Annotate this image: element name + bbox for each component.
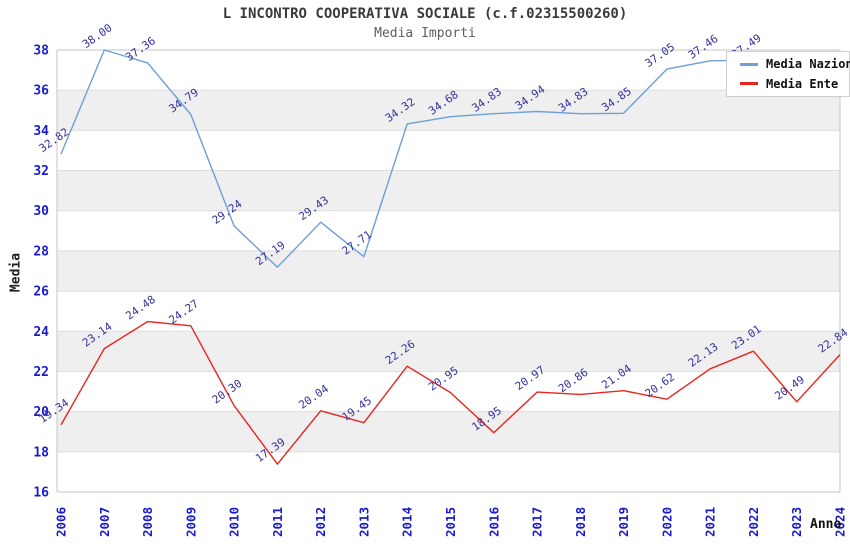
x-tick-label: 2010 [227, 507, 242, 537]
point-value-label: 37.46 [686, 32, 721, 62]
y-tick-label: 20 [33, 405, 49, 420]
x-tick-label: 2019 [616, 507, 631, 537]
point-value-label: 37.05 [643, 40, 678, 70]
point-value-label: 38.00 [80, 21, 115, 51]
y-tick-label: 36 [33, 84, 49, 99]
x-tick-label: 2013 [356, 507, 371, 537]
y-tick-label: 32 [33, 164, 49, 179]
plot-band [57, 170, 840, 211]
y-tick-label: 34 [33, 124, 49, 139]
y-axis-title: Media [8, 252, 24, 293]
x-tick-label: 2023 [789, 507, 804, 537]
y-tick-label: 30 [33, 204, 49, 219]
chart-subtitle: Media Importi [374, 26, 476, 41]
y-tick-label: 18 [33, 445, 49, 460]
y-tick-label: 38 [33, 44, 49, 59]
point-value-label: 20.49 [772, 373, 807, 403]
legend-item-ente: Media Ente [727, 77, 849, 91]
chart-title: L INCONTRO COOPERATIVA SOCIALE (c.f.0231… [222, 6, 628, 22]
y-tick-label: 26 [33, 285, 49, 300]
x-tick-label: 2012 [313, 507, 328, 537]
x-tick-label: 2024 [833, 507, 848, 537]
x-tick-label: 2009 [183, 507, 198, 537]
y-tick-label: 28 [33, 244, 49, 259]
x-tick-label: 2021 [703, 507, 718, 537]
x-tick-label: 2017 [530, 507, 545, 537]
x-tick-label: 2015 [443, 507, 458, 537]
legend-item-nazionale: Media Nazionale [727, 57, 850, 72]
x-tick-label: 2014 [400, 507, 415, 537]
ente-series-line [60, 320, 841, 465]
x-tick-label: 2022 [746, 507, 761, 537]
x-tick-label: 2008 [140, 507, 155, 537]
plot-band [57, 250, 840, 292]
x-tick-label: 2006 [54, 507, 69, 537]
nazionale-series-line [60, 49, 754, 268]
x-axis-title: Anno [810, 517, 842, 532]
y-tick-label: 22 [33, 365, 49, 380]
ente-line-swatch [740, 82, 758, 86]
plot-band [57, 331, 840, 372]
x-tick-label: 2011 [270, 507, 285, 537]
nazionale-line-swatch [740, 62, 758, 66]
point-value-label: 24.27 [166, 297, 201, 327]
legend-label-nazionale: Media Nazionale [766, 57, 850, 72]
point-value-label: 37.36 [123, 34, 158, 64]
legend-box: Media Nazionale Media Ente [726, 51, 850, 97]
x-tick-label: 2020 [659, 507, 674, 537]
x-tick-label: 2007 [97, 507, 112, 537]
point-value-label: 24.48 [123, 293, 158, 323]
y-tick-label: 16 [33, 486, 49, 501]
y-tick-label: 24 [33, 325, 49, 340]
point-value-label: 20.30 [210, 377, 245, 407]
legend-label-ente: Media Ente [766, 76, 839, 91]
point-value-label: 20.04 [296, 382, 331, 412]
x-tick-label: 2018 [573, 507, 588, 537]
x-tick-label: 2016 [486, 507, 501, 537]
plot-band [57, 411, 840, 452]
